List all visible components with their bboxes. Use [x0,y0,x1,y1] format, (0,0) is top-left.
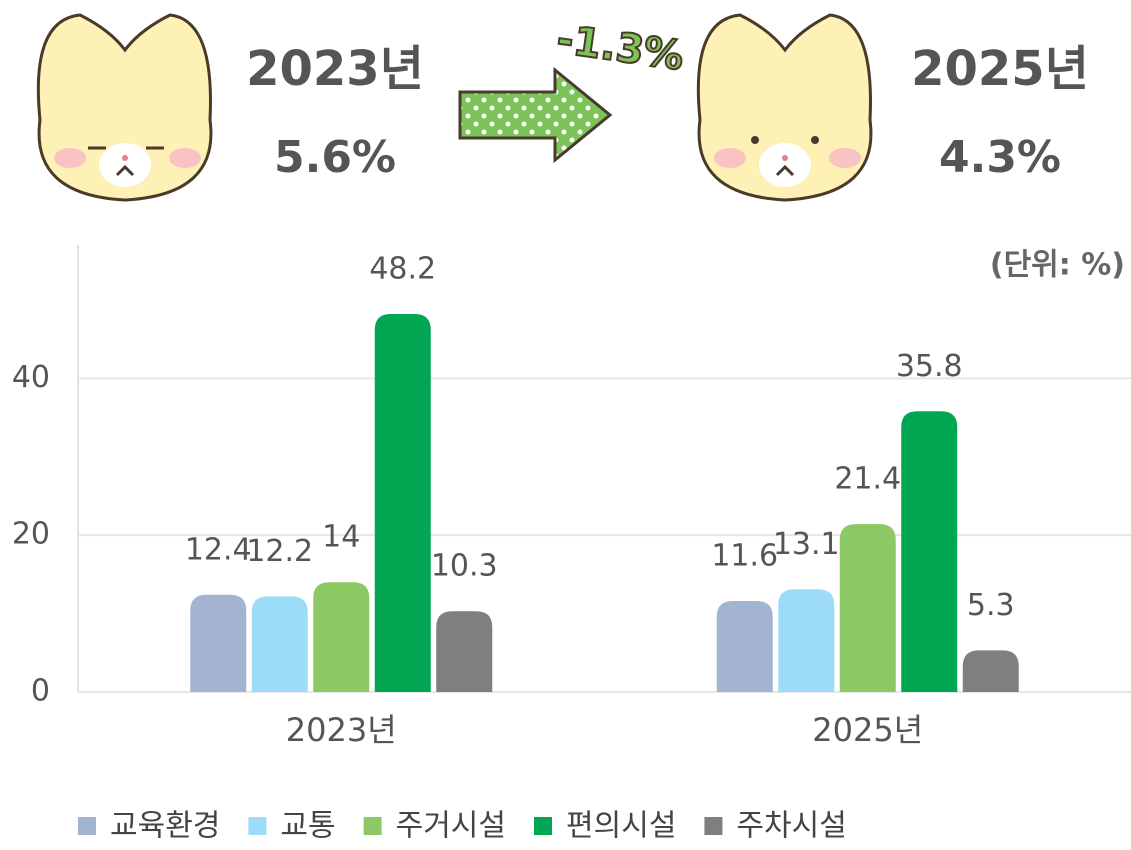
bar [901,411,957,692]
value-label: 21.4 [834,462,901,497]
value-label: 14 [322,520,360,555]
legend-label: 주거시설 [396,809,506,844]
bar [717,601,773,692]
right-value: 4.3% [939,132,1061,183]
value-label: 13.1 [773,527,840,562]
legend-label: 교육환경 [110,809,220,844]
y-tick-label: 40 [12,360,50,395]
legend-label: 교통 [280,809,335,844]
legend-swatch [78,817,96,835]
legend-label: 편의시설 [566,809,676,844]
value-label: 10.3 [431,549,498,584]
bar [313,582,369,692]
bar [963,650,1019,692]
cat-left [38,15,211,200]
bar [252,596,308,692]
legend-swatch [248,817,266,835]
bar [375,314,431,692]
legend-swatch [704,817,722,835]
left-value: 5.6% [274,132,396,183]
y-tick-label: 20 [12,517,50,552]
legend-label: 주차시설 [736,809,846,844]
unit-label: (단위: %) [990,248,1125,283]
left-year: 2023년 [246,41,424,97]
right-year: 2025년 [911,41,1089,97]
x-tick-label: 2025년 [812,711,923,749]
bar [840,524,896,692]
value-label: 12.2 [246,534,313,569]
page: {"header": {"left_year": "2023년", "left_… [0,0,1131,850]
bar [436,611,492,692]
value-label: 5.3 [967,588,1015,623]
value-label: 11.6 [711,539,778,574]
bar [190,595,246,692]
value-label: 12.4 [185,532,252,567]
x-tick-label: 2023년 [286,711,397,749]
chart: 2023년 5.6% -1.3% 2025년 4.3% (단위: %) 0 20 4… [0,0,1131,850]
legend-swatch [534,817,552,835]
value-label: 35.8 [896,349,963,384]
bar [778,589,834,692]
change: -1.3% [554,16,687,79]
legend-swatch [364,817,382,835]
value-label: 48.2 [369,252,436,287]
cat-right [698,15,871,200]
arrow [460,70,610,160]
y-tick-label: 0 [31,674,50,709]
